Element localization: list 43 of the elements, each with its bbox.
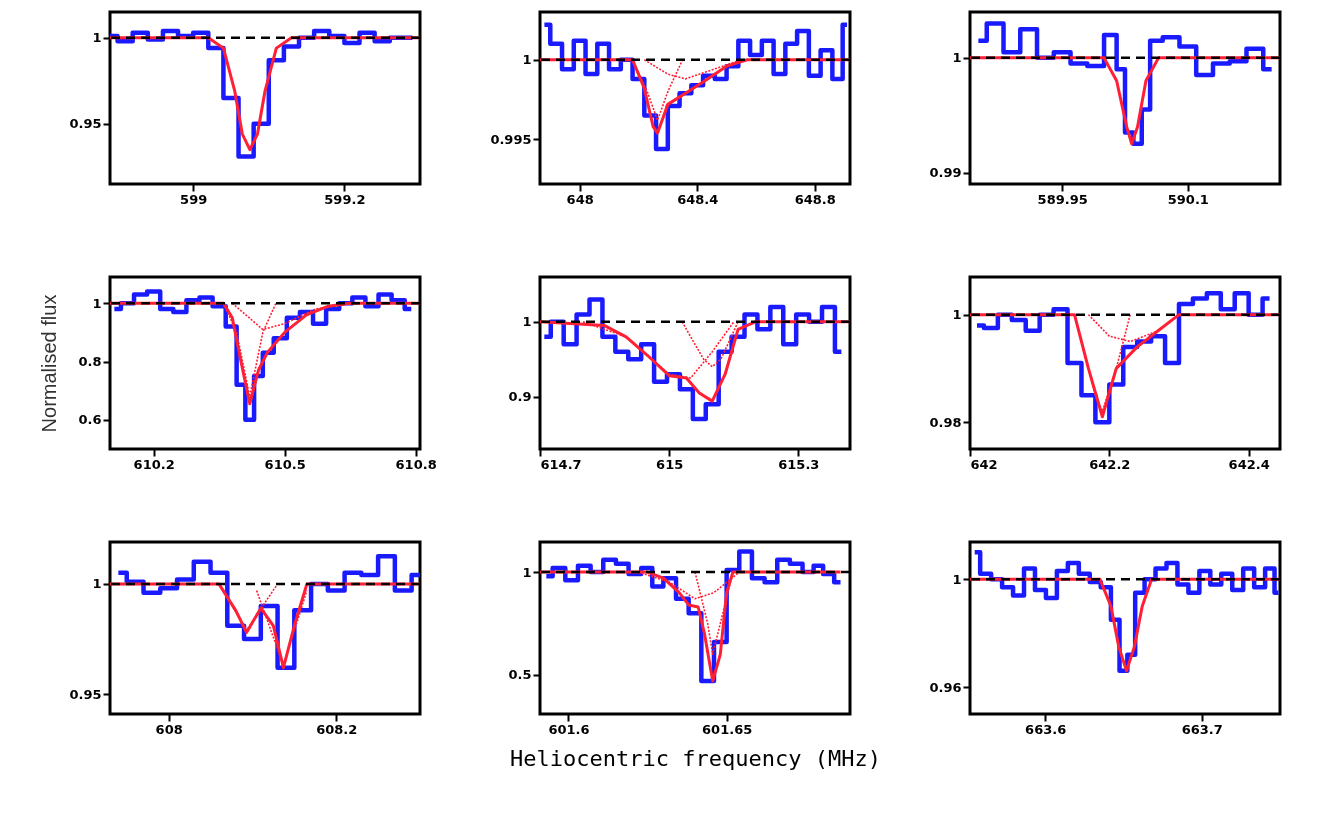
y-tick-label: 1 xyxy=(522,52,532,68)
y-tick-label: 0.995 xyxy=(490,131,532,147)
x-tick-label: 648.4 xyxy=(677,191,719,207)
x-tick-label: 589.95 xyxy=(1037,191,1088,207)
x-tick-label: 642.2 xyxy=(1089,456,1131,472)
y-tick-label: 0.99 xyxy=(929,165,962,181)
y-tick-label: 1 xyxy=(522,314,532,330)
y-tick-label: 1 xyxy=(952,571,962,587)
x-tick-label: 648 xyxy=(566,191,594,207)
y-tick-label: 0.9 xyxy=(508,389,532,405)
x-tick-label: 601.6 xyxy=(548,721,590,737)
x-tick-label: 601.65 xyxy=(702,721,753,737)
y-tick-label: 1 xyxy=(92,576,102,592)
y-tick-label: 0.5 xyxy=(508,667,532,683)
y-tick-label: 1 xyxy=(522,564,532,580)
y-tick-label: 1 xyxy=(952,50,962,66)
x-axis-title: Heliocentric frequency (MHz) xyxy=(510,745,881,771)
x-tick-label: 663.7 xyxy=(1181,721,1223,737)
y-tick-label: 0.98 xyxy=(929,414,962,430)
x-tick-label: 615.3 xyxy=(778,456,820,472)
y-tick-label: 1 xyxy=(92,30,102,46)
y-tick-label: 0.95 xyxy=(69,116,102,132)
x-tick-label: 642.4 xyxy=(1228,456,1270,472)
x-tick-label: 599 xyxy=(180,191,208,207)
x-tick-label: 608.2 xyxy=(316,721,358,737)
x-tick-label: 590.1 xyxy=(1167,191,1209,207)
y-tick-label: 1 xyxy=(92,295,102,311)
x-tick-label: 608 xyxy=(155,721,183,737)
x-tick-label: 610.5 xyxy=(264,456,306,472)
x-tick-label: 663.6 xyxy=(1025,721,1067,737)
x-tick-label: 610.8 xyxy=(395,456,437,472)
x-tick-label: 610.2 xyxy=(133,456,175,472)
y-axis-title: Normalised flux xyxy=(38,294,61,433)
x-tick-label: 648.8 xyxy=(794,191,836,207)
y-tick-label: 0.6 xyxy=(78,412,102,428)
y-tick-label: 0.95 xyxy=(69,686,102,702)
x-tick-label: 642 xyxy=(970,456,998,472)
y-tick-label: 1 xyxy=(952,307,962,323)
y-tick-label: 0.8 xyxy=(78,354,102,370)
x-tick-label: 614.7 xyxy=(540,456,582,472)
x-tick-label: 599.2 xyxy=(324,191,366,207)
x-tick-label: 615 xyxy=(656,456,684,472)
y-tick-label: 0.96 xyxy=(929,679,962,695)
